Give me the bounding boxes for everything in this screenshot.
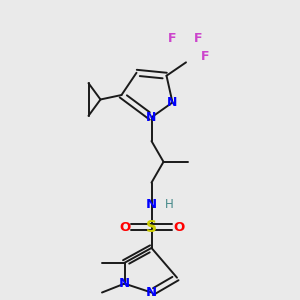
Text: H: H [165, 198, 174, 212]
Text: N: N [119, 277, 130, 290]
Text: O: O [173, 221, 184, 234]
Text: N: N [167, 96, 178, 109]
Text: F: F [194, 32, 202, 45]
Text: N: N [146, 111, 157, 124]
Text: O: O [119, 221, 130, 234]
Text: S: S [146, 220, 157, 235]
Text: N: N [146, 198, 157, 212]
Text: F: F [201, 50, 210, 63]
Text: F: F [168, 32, 177, 45]
Text: N: N [146, 286, 157, 299]
